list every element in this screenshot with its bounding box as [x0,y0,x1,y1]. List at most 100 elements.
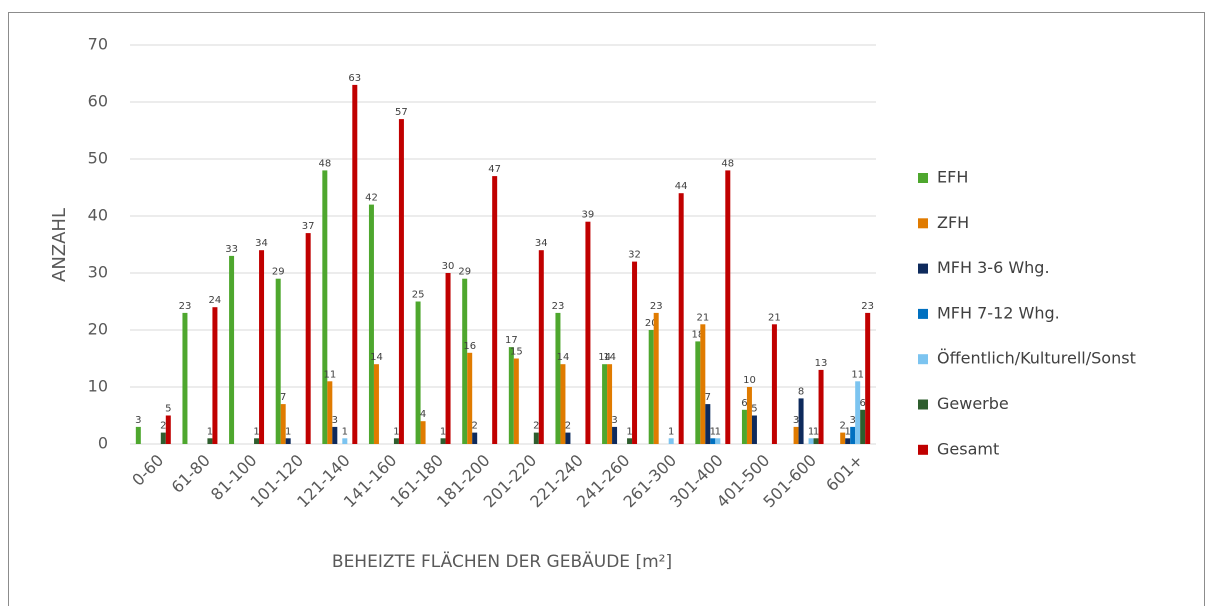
bar [695,341,701,444]
legend-label: MFH 3-6 Whg. [937,258,1050,277]
y-tick-label: 20 [88,320,108,339]
value-label: 2 [840,421,846,432]
value-label: 1 [668,426,674,437]
bar [860,409,866,444]
bar [585,221,591,444]
legend-swatch [918,308,928,319]
bar [332,426,338,444]
bar [285,438,291,444]
x-tick-label: 601+ [822,451,867,496]
value-label: 3 [793,415,799,426]
value-label: 1 [715,426,721,437]
y-tick-label: 60 [88,92,108,111]
value-label: 47 [488,164,501,175]
value-label: 29 [458,267,471,278]
value-label: 2 [472,421,478,432]
value-label: 6 [741,398,747,409]
value-label: 1 [440,426,446,437]
value-label: 25 [412,290,425,301]
bar [373,364,379,444]
value-label: 1 [342,426,348,437]
bar [808,438,814,444]
bar [327,381,333,444]
value-label: 7 [705,392,711,403]
value-label: 1 [626,426,632,437]
bar [602,364,608,444]
value-label: 14 [598,352,611,363]
bar [533,432,539,444]
bar [182,312,188,444]
legend-swatch [918,263,928,274]
y-axis-title: ANZAHL [49,208,70,282]
value-label: 1 [808,426,814,437]
value-label: 30 [442,261,455,272]
value-label: 11 [851,369,864,380]
legend-label: Gewerbe [937,394,1009,413]
bar [275,278,281,444]
y-tick-label: 50 [88,149,108,168]
value-label: 15 [510,347,523,358]
value-label: 1 [285,426,291,437]
bar [813,438,819,444]
value-label: 23 [552,301,565,312]
value-label: 44 [675,181,688,192]
value-label: 1 [845,426,851,437]
bar [165,415,171,444]
legend-label: ZFH [937,213,969,232]
bar [648,330,654,444]
value-label: 2 [160,421,166,432]
x-axis-title: BEHEIZTE FLÄCHEN DER GEBÄUDE [m²] [332,551,672,572]
bar [855,381,861,444]
value-label: 7 [280,392,286,403]
bar [555,312,561,444]
bar [342,438,348,444]
bar [259,250,265,444]
bar [678,193,684,444]
bar [746,387,752,444]
value-label: 32 [628,250,641,261]
bar [305,233,311,444]
bar [280,404,286,444]
bar [538,250,544,444]
bar [440,438,446,444]
bar [710,438,716,444]
value-label: 3 [332,415,338,426]
legend-label: Öffentlich/Kulturell/Sonst [937,349,1136,368]
bar [653,312,659,444]
value-label: 14 [603,352,616,363]
value-label: 6 [859,398,865,409]
bar [705,404,711,444]
value-label: 37 [302,221,315,232]
bar [229,255,235,444]
value-label: 10 [743,375,756,386]
value-label: 23 [179,301,192,312]
bar [472,432,478,444]
value-label: 17 [505,335,518,346]
bar [368,204,374,444]
value-label: 3 [850,415,856,426]
value-label: 34 [255,238,268,249]
bar [607,364,613,444]
value-label: 1 [813,426,819,437]
bar [212,307,218,444]
y-tick-label: 30 [88,263,108,282]
value-label: 2 [533,421,539,432]
value-label: 16 [463,341,476,352]
value-label: 18 [691,329,704,340]
bar [560,364,566,444]
legend-label: MFH 7-12 Whg. [937,303,1060,322]
value-label: 5 [165,404,171,415]
bar [751,415,757,444]
value-label: 39 [582,210,595,221]
legend-swatch [918,354,928,365]
bar [160,432,166,444]
bar [793,426,799,444]
bar [632,261,638,444]
y-tick-label: 10 [88,377,108,396]
bar [420,421,426,444]
bar [352,84,358,445]
y-tick-label: 40 [88,206,108,225]
value-label: 14 [557,352,570,363]
bar [398,119,404,444]
